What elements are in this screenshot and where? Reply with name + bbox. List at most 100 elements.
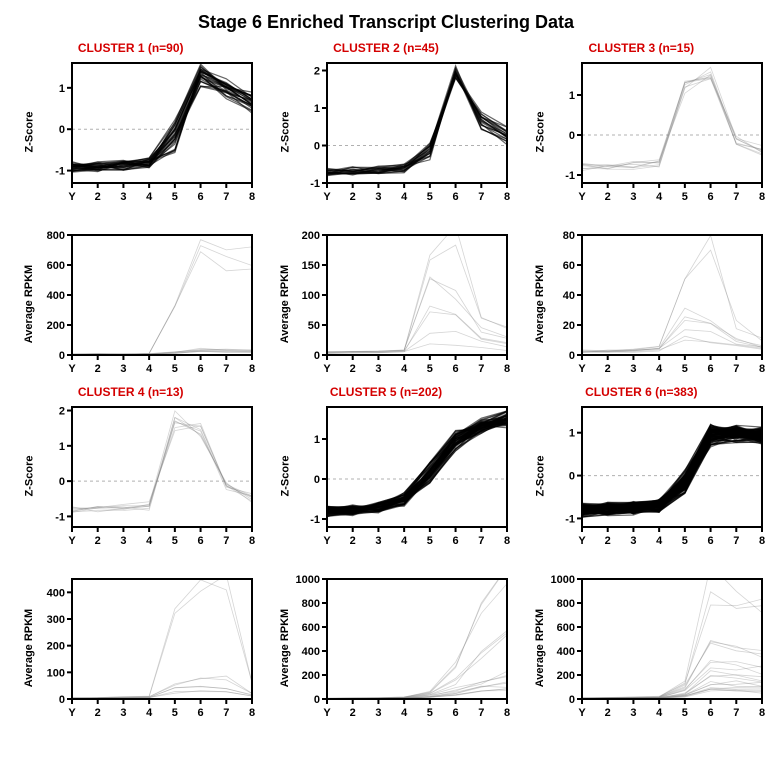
x-tick-label: 4 [401,363,408,375]
x-tick-label: 7 [734,191,740,203]
y-tick-label: 50 [308,320,320,332]
y-tick-label: 800 [302,598,320,610]
series-line [327,424,507,514]
x-tick-label: 4 [146,707,153,719]
chart: Average RPKM020406080Y2345678 [532,229,750,379]
x-tick-label: 5 [427,707,433,719]
x-tick-label: 2 [350,707,356,719]
y-tick-label: 0 [314,694,320,706]
y-axis-label: Average RPKM [532,229,548,379]
y-tick-label: 200 [46,641,64,653]
y-tick-label: 0 [569,130,575,142]
y-tick-label: 0 [59,124,65,136]
plot-area: 020406080Y2345678 [548,229,766,379]
x-tick-label: 3 [631,363,637,375]
y-tick-label: 0 [569,694,575,706]
series-line [327,425,507,515]
x-tick-label: 8 [504,191,510,203]
x-tick-label: 6 [452,707,458,719]
chart-grid: CLUSTER 1 (n=90)Z-Score-101Y2345678CLUST… [12,41,760,723]
y-axis-label: Average RPKM [532,573,548,723]
y-tick-label: 1000 [551,574,575,586]
x-tick-label: 8 [249,707,255,719]
panel: Average RPKM02004006008001000Y2345678 [523,557,760,723]
x-tick-label: 8 [759,707,765,719]
panel: CLUSTER 4 (n=13)Z-Score-1012Y2345678 [12,385,249,551]
y-tick-label: -1 [566,513,576,525]
chart: Average RPKM0100200300400Y2345678 [22,573,240,723]
x-tick-label: 7 [223,707,229,719]
series-line [72,424,252,510]
y-tick-label: 400 [557,646,575,658]
x-tick-label: Y [323,535,331,547]
chart: Z-Score-101Y2345678 [277,401,495,551]
x-tick-label: 5 [427,363,433,375]
y-tick-label: -1 [55,511,65,523]
series-line [327,422,507,511]
y-tick-label: 2 [59,406,65,418]
x-tick-label: 3 [120,535,126,547]
x-tick-label: 2 [605,363,611,375]
y-tick-label: 400 [46,290,64,302]
x-tick-label: 7 [223,535,229,547]
axis-box [72,235,252,355]
series-line [327,423,507,517]
x-tick-label: 8 [249,363,255,375]
x-tick-label: 2 [605,707,611,719]
panel: CLUSTER 2 (n=45)Z-Score-1012Y2345678 [267,41,504,207]
panel: CLUSTER 3 (n=15)Z-Score-101Y2345678 [523,41,760,207]
x-tick-label: 7 [478,707,484,719]
y-tick-label: 1 [59,83,65,95]
x-tick-label: Y [579,535,587,547]
x-tick-label: 2 [350,191,356,203]
series-line [327,633,507,698]
series-line [582,599,762,698]
y-tick-label: 200 [302,230,320,242]
plot-area: -101Y2345678 [548,57,766,207]
x-tick-label: Y [323,363,331,375]
cluster-title: CLUSTER 3 (n=15) [588,41,694,55]
series-line [327,426,507,513]
panel: CLUSTER 5 (n=202)Z-Score-101Y2345678 [267,385,504,551]
series-line [72,687,252,699]
y-tick-label: 0 [59,350,65,362]
panel: Average RPKM020406080Y2345678 [523,213,760,379]
y-tick-label: 1 [314,103,320,115]
y-axis-label: Z-Score [277,57,293,207]
y-axis-label: Z-Score [22,401,38,551]
y-tick-label: 600 [557,622,575,634]
y-tick-label: 300 [46,614,64,626]
x-tick-label: 2 [94,363,100,375]
series-line [72,246,252,355]
cluster-title: CLUSTER 6 (n=383) [585,385,697,399]
series-line [327,423,507,509]
series-line [582,67,762,169]
y-tick-label: 400 [302,646,320,658]
plot-area: 0100200300400Y2345678 [38,573,256,723]
x-tick-label: 2 [94,535,100,547]
x-tick-label: Y [68,535,76,547]
panel: CLUSTER 6 (n=383)Z-Score-101Y2345678 [523,385,760,551]
series-line [327,423,507,515]
x-tick-label: 3 [631,707,637,719]
main-title: Stage 6 Enriched Transcript Clustering D… [12,12,760,33]
x-tick-label: Y [579,363,587,375]
plot-area: -101Y2345678 [548,401,766,551]
chart: Z-Score-1012Y2345678 [22,401,240,551]
y-tick-label: 0 [569,350,575,362]
x-tick-label: 8 [504,535,510,547]
x-tick-label: 6 [452,535,458,547]
series-line [327,423,507,513]
series-line [582,250,762,351]
plot-area: -101Y2345678 [38,57,256,207]
x-tick-label: 5 [427,191,433,203]
y-tick-label: 200 [557,670,575,682]
x-tick-label: 6 [452,363,458,375]
x-tick-label: 3 [375,535,381,547]
series-line [327,423,507,508]
y-axis-label: Z-Score [532,57,548,207]
x-tick-label: 8 [759,191,765,203]
plot-area: -101Y2345678 [293,401,511,551]
chart: Average RPKM050100150200Y2345678 [277,229,495,379]
x-tick-label: 5 [171,535,177,547]
